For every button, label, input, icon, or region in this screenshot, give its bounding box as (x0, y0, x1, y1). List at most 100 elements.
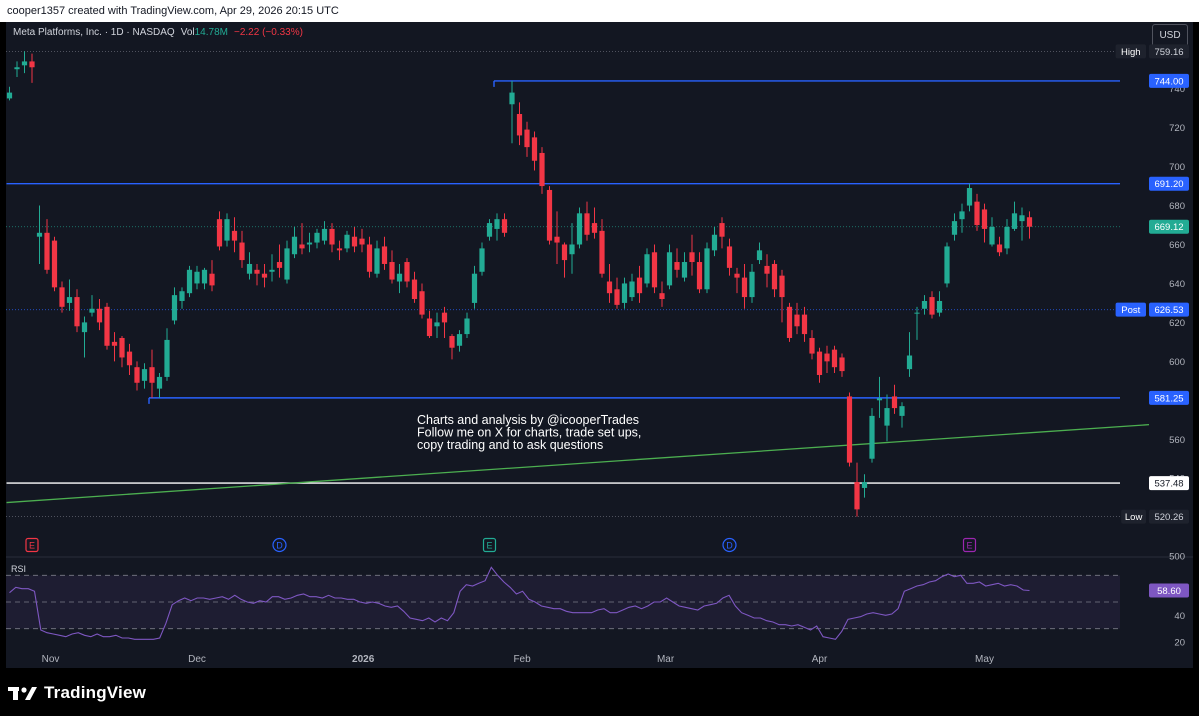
candle-body (1026, 217, 1033, 227)
price-label-value: 669.12 (1154, 222, 1183, 233)
candle-body (764, 265, 770, 274)
candle-body (794, 314, 800, 327)
rsi-tick-label: 20 (1174, 638, 1185, 649)
candle-body (171, 295, 178, 321)
candle-body (254, 269, 260, 274)
candle-body (876, 398, 883, 401)
candle-body (194, 271, 200, 284)
y-tick-label: 720 (1169, 123, 1185, 134)
candle-body (74, 297, 80, 327)
chart-panel (6, 22, 1193, 668)
candle-body (674, 262, 680, 270)
candle-body (816, 351, 823, 375)
rsi-tick-label: 40 (1174, 611, 1185, 622)
rsi-line (9, 566, 1030, 640)
candle-body (884, 408, 890, 426)
candle-body (351, 236, 358, 247)
candle-body (329, 228, 335, 245)
candle-body (509, 92, 515, 105)
volume-label: Vol (181, 27, 195, 38)
rsi-pane: 20 40 58.60 (6, 566, 1189, 649)
candle-body (374, 248, 380, 274)
candle-body (854, 482, 860, 510)
drawn-lines (6, 80, 1150, 504)
x-tick-label: Dec (188, 654, 206, 665)
price-label-box (1149, 302, 1189, 317)
y-tick-label: 740 (1169, 84, 1185, 95)
candle-body (906, 355, 913, 370)
candle-body (689, 252, 695, 263)
candle-body (299, 244, 305, 249)
candle-body (839, 357, 845, 372)
candle-body (224, 219, 230, 241)
price-label-value: 520.26 (1154, 512, 1183, 523)
price-label-box (1149, 219, 1189, 234)
x-tick-label: May (975, 654, 994, 665)
candle-body (809, 337, 815, 354)
candle-body (209, 273, 215, 286)
candle-body (164, 339, 170, 377)
candle-body (606, 281, 613, 294)
annotation-text[interactable]: Charts and analysis by @icooperTrades Fo… (417, 413, 645, 452)
candle-body (914, 312, 920, 314)
candle-body (494, 219, 500, 229)
price-labels: 759.16 High 744.00 691.20 669.12 626.53 Post 58… (1115, 44, 1189, 524)
candle-body (801, 314, 808, 335)
candle-body (996, 244, 1003, 253)
candle-body (411, 279, 418, 300)
candle-body (569, 244, 575, 255)
price-label-value: 759.16 (1154, 47, 1183, 58)
candle-body (681, 262, 688, 278)
y-tick-label: 620 (1169, 318, 1185, 329)
candle-body (134, 367, 140, 383)
candle-body (561, 244, 568, 261)
candle-body (246, 263, 253, 274)
candle-body (704, 248, 710, 290)
symbol-title[interactable]: Meta Platforms, Inc. · 1D · NASDAQ Vol14.… (13, 27, 303, 38)
candle-body (546, 189, 553, 241)
price-label-box (1149, 176, 1189, 191)
candle-body (651, 252, 658, 288)
candle-body (314, 232, 320, 243)
candle-body (779, 275, 785, 298)
candle-body (269, 269, 275, 272)
candle-body (479, 248, 485, 272)
candle-body (366, 244, 373, 272)
candle-body (96, 308, 103, 323)
event-marker-letter: E (966, 541, 972, 551)
candle-body (51, 240, 58, 288)
dividend-marker (722, 537, 737, 553)
candle-body (501, 219, 508, 233)
candle-body (486, 223, 493, 237)
candle-body (239, 242, 245, 261)
candle-body (471, 273, 478, 303)
candle-body (734, 273, 740, 278)
candle-body (1004, 226, 1010, 249)
price-label-box (1149, 476, 1189, 491)
candle-body (516, 114, 523, 136)
candle-body (599, 230, 605, 274)
candle-body (306, 242, 313, 245)
candle-body (419, 291, 425, 315)
y-tick-label: 660 (1169, 240, 1185, 251)
candle-body (726, 246, 733, 268)
candle-body (629, 281, 635, 298)
candle-body (1011, 213, 1018, 229)
candle-body (981, 209, 988, 229)
candle-body (359, 238, 365, 245)
price-change: −2.22 (−0.33%) (234, 27, 303, 38)
rsi-title: RSI (11, 564, 26, 574)
tradingview-logo[interactable]: TradingView (8, 683, 146, 703)
candle-body (861, 482, 868, 488)
event-marker-letter: E (29, 541, 35, 551)
candle-body (381, 246, 388, 264)
price-label-value: 581.25 (1154, 393, 1183, 404)
candle-body (59, 287, 65, 307)
candle-body (6, 92, 13, 99)
candle-body (404, 262, 410, 282)
candle-body (441, 312, 448, 323)
candle-body (321, 228, 328, 241)
event-marker-letter: D (276, 541, 283, 551)
candle-body (869, 415, 875, 459)
